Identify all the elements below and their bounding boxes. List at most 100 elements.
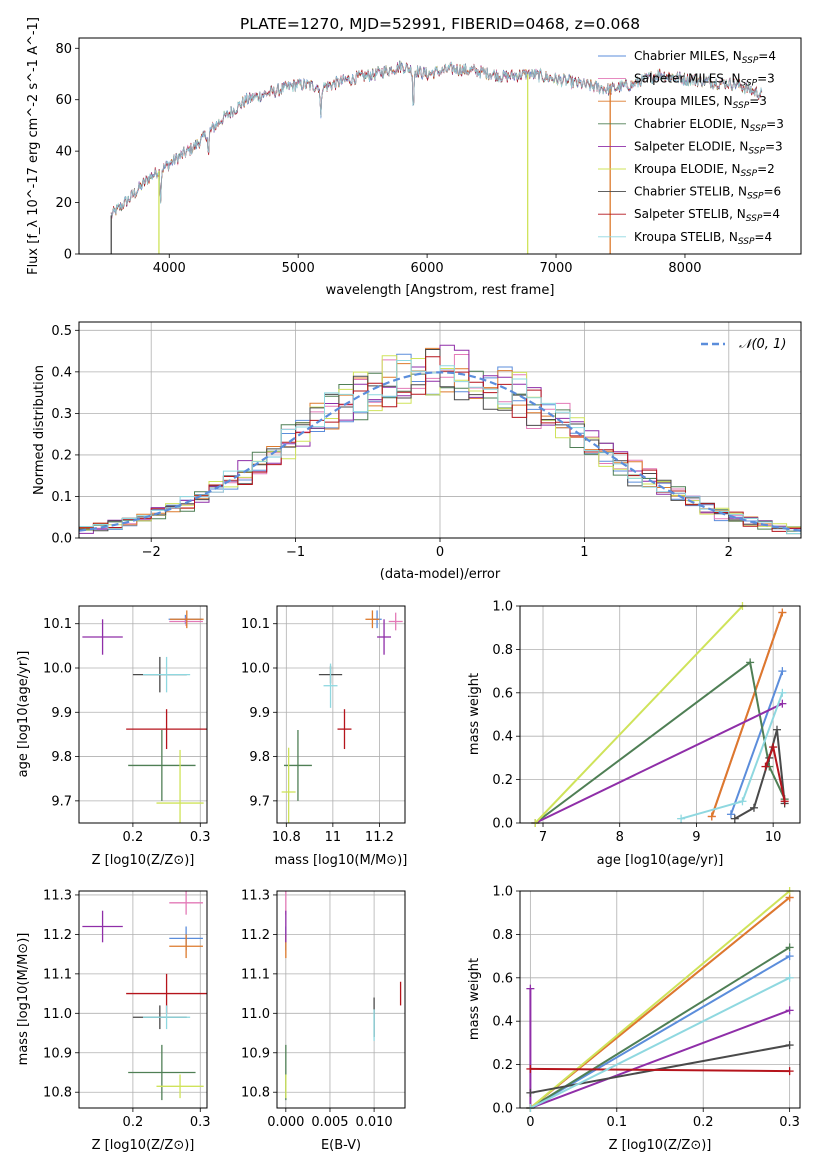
x-tick-label: 0.2 <box>693 1115 714 1130</box>
massweight-vs-metallicity-ylabel: mass weight <box>467 958 482 1040</box>
x-tick-label: 0 <box>526 1115 534 1130</box>
legend-label-count: =3 <box>749 94 767 108</box>
y-tick-label: 0.2 <box>492 1058 513 1073</box>
y-tick-label: 0.1 <box>51 490 72 505</box>
massweight-vs-metallicity-lines <box>526 887 794 1112</box>
age-vs-metallicity-points <box>82 610 207 823</box>
legend-label-sub: SSP <box>741 79 758 89</box>
x-tick-label: −2 <box>142 545 161 560</box>
y-tick-label: 11.3 <box>43 888 72 903</box>
y-tick-label: 0.6 <box>492 971 513 986</box>
spectrum-line-kroupa-stelib <box>110 60 763 218</box>
legend-label-count: =4 <box>754 230 772 244</box>
massweight-vs-metallicity-ticks: 0 0.1 0.2 0.3 0.0 0.2 0.4 0.6 0.8 1.0 <box>492 885 800 1131</box>
y-tick-label: 1.0 <box>492 885 513 900</box>
y-tick-label: 0.2 <box>51 448 72 463</box>
legend-label-count: =4 <box>758 49 776 63</box>
x-tick-label: 0.3 <box>779 1115 800 1130</box>
legend-label-name: Chabrier STELIB, N <box>634 185 747 199</box>
y-tick-label: 0.0 <box>492 1102 513 1117</box>
mass-vs-extinction-xlabel: E(B-V) <box>321 1138 361 1153</box>
weight-line-chabrier-stelib <box>734 729 786 820</box>
spectrum-ticks: 4000 5000 6000 7000 8000 0 20 40 60 80 <box>55 42 701 276</box>
x-tick-label: 10 <box>765 830 782 845</box>
legend-entry-label: Chabrier MILES, NSSP=4 <box>634 49 776 66</box>
legend-label-sub: SSP <box>741 169 758 179</box>
x-tick-label: 0.005 <box>311 1115 348 1130</box>
legend-label-name: Kroupa MILES, N <box>634 94 733 108</box>
weight-line-chabrier-miles <box>730 670 784 815</box>
x-tick-label: 11.2 <box>365 830 394 845</box>
y-tick-label: 10.8 <box>43 1086 72 1101</box>
y-tick-label: 9.9 <box>51 706 72 721</box>
mass-vs-extinction-points <box>285 891 402 1101</box>
x-tick-label: 1 <box>580 545 588 560</box>
y-tick-label: 40 <box>55 145 72 160</box>
mass-vs-metallicity-xlabel: Z [log10(Z/Z⊙)] <box>92 1138 195 1153</box>
spectrum-ylabel: Flux [f_λ 10^-17 erg cm^-2 s^-1 A^-1] <box>26 17 41 275</box>
x-tick-label: 8 <box>616 830 624 845</box>
gaussian-legend-label: 𝒩(0, 1) <box>739 337 786 352</box>
y-tick-label: 11.3 <box>241 888 270 903</box>
residuals-frame <box>78 321 802 539</box>
y-tick-label: 0 <box>64 248 72 263</box>
massweight-vs-metallicity-xlabel: Z [log10(Z/Z⊙)] <box>609 1138 712 1153</box>
y-tick-label: 10.8 <box>241 1086 270 1101</box>
y-tick-label: 10.1 <box>241 617 270 632</box>
massweight-vs-age-lines <box>531 602 789 827</box>
legend-label-name: Chabrier MILES, N <box>634 49 742 63</box>
legend-entry-label: Salpeter MILES, NSSP=3 <box>634 72 775 89</box>
y-tick-label: 9.8 <box>249 750 270 765</box>
massweight-vs-metallicity-frame <box>519 890 801 1109</box>
legend-label-count: =3 <box>765 139 783 153</box>
y-tick-label: 9.7 <box>249 794 270 809</box>
x-tick-label: 8000 <box>668 261 701 276</box>
x-tick-label: 0.1 <box>606 1115 627 1130</box>
x-tick-label: −1 <box>286 545 305 560</box>
y-tick-label: 0.4 <box>492 1015 513 1030</box>
y-tick-label: 11.2 <box>43 928 72 943</box>
y-tick-label: 9.8 <box>51 750 72 765</box>
legend-label-sub: SSP <box>733 101 750 111</box>
age-vs-mass-gridlines <box>277 606 405 823</box>
figure-title: PLATE=1270, MJD=52991, FIBERID=0468, z=0… <box>240 15 640 33</box>
mass-vs-metallicity-panel: 0.2 0.3 10.8 10.9 11.0 11.1 11.2 11.3 Z [log10(… <box>16 888 211 1153</box>
y-tick-label: 0.4 <box>492 730 513 745</box>
y-tick-label: 10.0 <box>241 662 270 677</box>
mass-vs-extinction-gridlines <box>277 891 405 1108</box>
residuals-histograms <box>78 344 802 536</box>
weight-line-chabrier-miles <box>529 955 791 1109</box>
legend-label-count: =2 <box>757 162 775 176</box>
age-vs-mass-ticks: 10.8 11 11.2 9.7 9.8 9.9 10.0 10.1 <box>241 617 394 845</box>
legend-label-sub: SSP <box>738 237 755 247</box>
residuals-xlabel: (data-model)/error <box>380 567 501 582</box>
y-tick-label: 1.0 <box>492 600 513 615</box>
legend-label-name: Chabrier ELODIE, N <box>634 117 750 131</box>
legend-entry-label: Kroupa STELIB, NSSP=4 <box>634 230 772 247</box>
legend-entry-label: Salpeter STELIB, NSSP=4 <box>634 207 780 224</box>
x-tick-label: 10.8 <box>272 830 301 845</box>
histogram-kroupa-stelib <box>78 360 802 534</box>
y-tick-label: 11.1 <box>43 967 72 982</box>
legend-entry-label: Kroupa MILES, NSSP=3 <box>634 94 767 111</box>
y-tick-label: 0.0 <box>51 532 72 547</box>
age-vs-metallicity-ticks: 0.2 0.3 9.7 9.8 9.9 10.0 10.1 <box>43 617 211 845</box>
y-tick-label: 0.0 <box>492 817 513 832</box>
y-tick-label: 60 <box>55 93 72 108</box>
mass-vs-extinction-frame <box>276 890 406 1109</box>
massweight-vs-age-xlabel: age [log10(age/yr)] <box>597 853 724 868</box>
weight-line-kroupa-elodie <box>534 605 744 824</box>
y-tick-label: 80 <box>55 42 72 57</box>
y-tick-label: 11.0 <box>43 1007 72 1022</box>
x-tick-label: 5000 <box>282 261 315 276</box>
age-vs-metallicity-xlabel: Z [log10(Z/Z⊙)] <box>92 853 195 868</box>
weight-line-kroupa-stelib <box>529 976 791 1109</box>
y-tick-label: 11.1 <box>241 967 270 982</box>
massweight-vs-age-ticks: 7 8 9 10 0.0 0.2 0.4 0.6 0.8 1.0 <box>492 600 781 846</box>
x-tick-label: 4000 <box>153 261 186 276</box>
x-tick-label: 0.2 <box>123 1115 144 1130</box>
x-tick-label: 7 <box>539 830 547 845</box>
legend-label-sub: SSP <box>748 146 765 156</box>
legend-label-sub: SSP <box>747 192 764 202</box>
residuals-ticks: −2 −1 0 1 2 0.0 0.1 0.2 0.3 0.4 0.5 <box>51 324 733 560</box>
